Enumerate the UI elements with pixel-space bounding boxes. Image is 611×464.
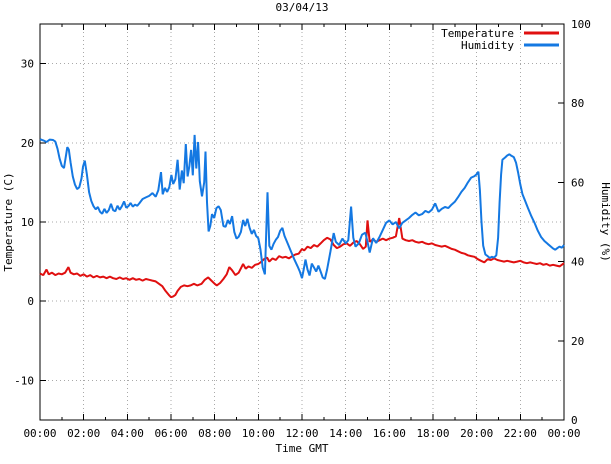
y-left-tick-label: 30 [21, 58, 34, 71]
y-left-tick-label: 0 [27, 295, 34, 308]
y-left-tick-label: 10 [21, 216, 34, 229]
temperature-series-line [39, 217, 565, 299]
legend-label-humidity: Humidity [461, 39, 514, 52]
x-tick-label: 20:00 [460, 427, 493, 440]
axis-layer: 00:00 02:00 04:00 06:00 08:00 10:00 12:00 14:00… [14, 18, 591, 440]
x-tick-label: 00:00 [547, 427, 580, 440]
legend-label-temperature: Temperature [441, 27, 514, 40]
y-right-tick-label: 100 [571, 18, 591, 31]
grid-layer [40, 24, 564, 420]
y-axis-label-left: Temperature (C) [2, 172, 15, 271]
y-left-tick-label: 20 [21, 137, 34, 150]
x-tick-label: 10:00 [242, 427, 275, 440]
x-tick-label: 14:00 [329, 427, 362, 440]
x-tick-label: 00:00 [23, 427, 56, 440]
legend: Temperature Humidity [441, 27, 559, 52]
y-right-tick-label: 80 [571, 97, 584, 110]
y-right-tick-label: 40 [571, 256, 584, 269]
y-axis-label-right: Humidity (%) [599, 182, 611, 261]
x-tick-label: 12:00 [285, 427, 318, 440]
x-axis-label: Time GMT [276, 442, 329, 455]
x-tick-label: 22:00 [504, 427, 537, 440]
x-tick-label: 16:00 [373, 427, 406, 440]
x-tick-label: 08:00 [198, 427, 231, 440]
humidity-series-line [39, 134, 565, 280]
x-tick-label: 18:00 [416, 427, 449, 440]
y-right-tick-label: 60 [571, 176, 584, 189]
x-tick-label: 06:00 [154, 427, 187, 440]
x-tick-label: 02:00 [67, 427, 100, 440]
y-left-tick-label: -10 [14, 374, 34, 387]
x-tick-label: 04:00 [111, 427, 144, 440]
chart-title: 03/04/13 [276, 1, 329, 14]
series-layer [39, 134, 565, 299]
y-right-tick-label: 20 [571, 335, 584, 348]
y-right-tick-label: 0 [571, 414, 578, 427]
